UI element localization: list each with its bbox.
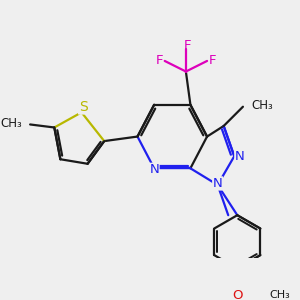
Text: F: F [184, 39, 191, 52]
Text: O: O [232, 289, 243, 300]
Text: CH₃: CH₃ [251, 99, 273, 112]
Text: CH₃: CH₃ [0, 117, 22, 130]
Text: N: N [213, 177, 223, 190]
Text: F: F [209, 54, 216, 68]
Text: F: F [155, 54, 163, 68]
Text: N: N [235, 150, 244, 163]
Text: CH₃: CH₃ [270, 290, 290, 300]
Text: N: N [149, 163, 159, 176]
Text: S: S [79, 100, 87, 114]
